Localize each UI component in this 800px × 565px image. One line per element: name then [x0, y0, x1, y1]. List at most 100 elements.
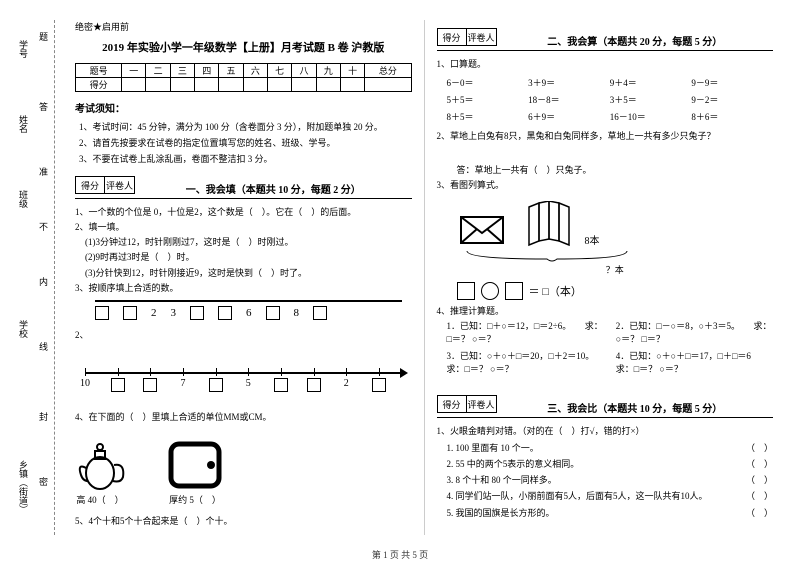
tick-label: 5: [246, 378, 251, 389]
judge-paren: （ ）: [746, 440, 773, 456]
illustration-row: 高 40（ ） 厚约 5（ ）: [75, 433, 412, 506]
shape-equation: ＝ □（本）: [457, 282, 774, 300]
books-count: 8本: [585, 232, 600, 247]
oral-item: 5＋5＝: [447, 93, 529, 106]
judge-list: 1. 100 里面有 10 个一。 （ ） 2. 55 中的两个5表示的意义相同。…: [447, 440, 774, 521]
score-row-label: 得分: [76, 78, 122, 92]
oral-item: 16－10＝: [610, 110, 692, 123]
judge-item: 1. 100 里面有 10 个一。: [447, 440, 539, 456]
binding-label: 学校: [17, 320, 30, 338]
notice-list: 1、考试时间：45 分钟，满分为 100 分（含卷面分 3 分），附加题单独 2…: [79, 119, 412, 168]
reason-item: 1．已知：□＋○＝12，□＝2÷6。 求：□＝？ ○＝？: [447, 319, 604, 345]
judge-paren: （ ）: [746, 456, 773, 472]
oral-item: 9－9＝: [691, 76, 773, 89]
notice-title: 考试须知：: [75, 100, 412, 115]
tick-label: 10: [80, 378, 90, 389]
teapot-icon: [75, 433, 125, 493]
sequence-1: 2 3 6 8: [95, 300, 412, 320]
seq-num: 3: [171, 307, 177, 319]
reason-item: 2．已知：□－○＝8，○＋3＝5。 求：○＝？ □＝？: [616, 319, 773, 345]
reasoning-grid: 1．已知：□＋○＝12，□＝2÷6。 求：□＝？ ○＝？ 2．已知：□－○＝8，…: [447, 319, 774, 375]
score-col: 四: [195, 64, 219, 78]
oral-item: 18－8＝: [528, 93, 610, 106]
circle-shape: [481, 282, 499, 300]
judge-item: 3. 8 个十和 80 个一同样多。: [447, 472, 557, 488]
brace: ？本: [457, 249, 774, 276]
s2q4: 4、推理计算题。: [437, 304, 774, 319]
oral-grid: 6－0＝ 3＋9＝ 9＋4＝ 9－9＝ 5＋5＝ 18－8＝ 3＋5＝ 9－2＝…: [447, 76, 774, 123]
unknown-label: ？本: [457, 263, 774, 276]
tick-label: 7: [180, 378, 185, 389]
exam-title: 2019 年实验小学一年级数学【上册】月考试题 B 卷 沪教版: [75, 39, 412, 55]
binding-mark: 密: [39, 475, 48, 488]
score-col: 二: [146, 64, 170, 78]
wallet-caption: 厚约 5（ ）: [165, 493, 225, 506]
oral-item: 9＋4＝: [610, 76, 692, 89]
section-2-title: 二、我会算（本题共 20 分，每题 5 分）: [497, 27, 774, 48]
binding-label: 学号: [17, 40, 30, 58]
q2: 2、填一填。: [75, 220, 412, 235]
section-2-header: 得分 评卷人 二、我会算（本题共 20 分，每题 5 分）: [437, 20, 774, 51]
score-col: 九: [316, 64, 340, 78]
score-col: 三: [170, 64, 194, 78]
q5: 5、4个十和5个十合起来是（ ）个十。: [75, 514, 412, 529]
column-left: 绝密★启用前 2019 年实验小学一年级数学【上册】月考试题 B 卷 沪教版 题…: [63, 20, 425, 535]
binding-label: 乡镇（街道）: [17, 460, 30, 514]
score-box: 得分 评卷人: [437, 395, 497, 413]
binding-mark: 内: [39, 275, 48, 288]
binding-margin: 学号 姓名 班级 学校 乡镇（街道） 题 答 准 不 内 线 封 密: [15, 20, 55, 535]
q2b: (2)9时再过3时是（ ）时。: [85, 250, 412, 265]
score-col: 六: [243, 64, 267, 78]
judge-item: 2. 55 中的两个5表示的意义相同。: [447, 456, 580, 472]
page-footer: 第 1 页 共 5 页: [0, 548, 800, 561]
q2a: (1)3分钟过12，时针刚刚过7，这时是（ ）时刚过。: [85, 235, 412, 250]
book-illustration: 8本: [457, 201, 774, 247]
s2q1: 1、口算题。: [437, 57, 774, 72]
score-table: 题号 一 二 三 四 五 六 七 八 九 十 总分 得分: [75, 63, 412, 92]
oral-item: 8＋6＝: [691, 110, 773, 123]
reason-item: 4．已知：○＋○＋□＝17，□＋□＝6 求：□＝？ ○＝？: [616, 349, 773, 375]
score-cell: 评卷人: [467, 28, 497, 46]
oral-item: 3＋9＝: [528, 76, 610, 89]
q4: 4、在下面的（ ）里填上合适的单位MM或CM。: [75, 410, 412, 425]
seq-num: 2: [151, 307, 157, 319]
score-col: 一: [122, 64, 146, 78]
seq-num: 6: [246, 307, 252, 319]
q1: 1、一个数的个位是 0，十位是2，这个数是（ ）。它在（ ）的后面。: [75, 205, 412, 220]
section-1-header: 得分 评卷人 一、我会填（本题共 10 分，每题 2 分）: [75, 168, 412, 199]
score-cell: 得分: [75, 176, 105, 194]
notice-item: 3、不要在试卷上乱涂乱画，卷面不整洁扣 3 分。: [79, 151, 412, 167]
seq-num: 8: [294, 307, 300, 319]
score-box: 得分 评卷人: [75, 176, 135, 194]
binding-label: 姓名: [17, 115, 30, 133]
oral-item: 8＋5＝: [447, 110, 529, 123]
score-col: 总分: [365, 64, 411, 78]
square-shape: [505, 282, 523, 300]
exam-page: 学号 姓名 班级 学校 乡镇（街道） 题 答 准 不 内 线 封 密 绝密★启用…: [0, 0, 800, 540]
score-col: 七: [268, 64, 292, 78]
score-col: 题号: [76, 64, 122, 78]
binding-mark: 不: [39, 220, 48, 233]
score-cell: 评卷人: [105, 176, 135, 194]
q3: 3、按顺序填上合适的数。: [75, 281, 412, 296]
oral-item: 3＋5＝: [610, 93, 692, 106]
binding-mark: 封: [39, 410, 48, 423]
notice-item: 2、请首先按要求在试卷的指定位置填写您的姓名、班级、学号。: [79, 135, 412, 151]
envelope-icon: [457, 207, 507, 247]
judge-paren: （ ）: [746, 488, 773, 504]
section-1-title: 一、我会填（本题共 10 分，每题 2 分）: [135, 175, 412, 196]
judge-item: 4. 同学们站一队，小丽前面有5人，后面有5人，这一队共有10人。: [447, 488, 708, 504]
judge-item: 5. 我国的国旗是长方形的。: [447, 505, 555, 521]
tick-label: 2: [344, 378, 349, 389]
score-col: 十: [340, 64, 364, 78]
oral-item: 6＋9＝: [528, 110, 610, 123]
s2q2: 2、草地上白兔有8只，黑兔和白兔同样多，草地上一共有多少只兔子？: [437, 129, 774, 144]
score-cell: 得分: [437, 28, 467, 46]
q2c: (3)分针快到12，时针刚接近9，这时是快到（ ）时了。: [85, 266, 412, 281]
books-icon: [523, 201, 583, 247]
oral-item: 6－0＝: [447, 76, 529, 89]
column-right: 得分 评卷人 二、我会算（本题共 20 分，每题 5 分） 1、口算题。 6－0…: [425, 20, 786, 535]
score-col: 八: [292, 64, 316, 78]
eq-tail: ＝ □（本）: [529, 283, 582, 299]
notice-item: 1、考试时间：45 分钟，满分为 100 分（含卷面分 3 分），附加题单独 2…: [79, 119, 412, 135]
